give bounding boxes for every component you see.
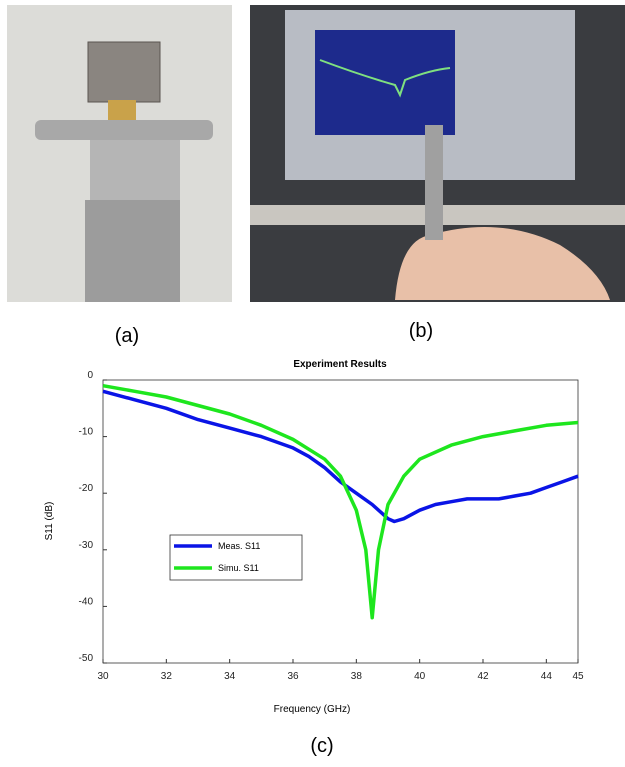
photo-measurement xyxy=(250,5,625,302)
x-tick-label: 38 xyxy=(351,671,363,682)
x-axis-label: Frequency (GHz) xyxy=(274,704,351,715)
screen-trace xyxy=(319,59,451,98)
y-tick-label: -40 xyxy=(79,596,94,607)
x-tick-label: 36 xyxy=(287,671,299,682)
flange xyxy=(35,120,213,140)
photo-antenna xyxy=(7,5,232,302)
panel-label: (a) xyxy=(115,325,139,347)
y-tick-label: -30 xyxy=(79,540,94,551)
plot-area xyxy=(102,379,579,664)
legend-label: Meas. S11 xyxy=(218,541,260,551)
y-tick-label: 0 xyxy=(87,370,93,381)
y-tick-label: -10 xyxy=(79,427,94,438)
x-tick-label: 44 xyxy=(541,671,553,682)
x-tick-label: 30 xyxy=(97,671,109,682)
chart-title: Experiment Results xyxy=(293,359,387,370)
series-line xyxy=(102,389,579,524)
x-tick-label: 32 xyxy=(161,671,173,682)
connector-pin xyxy=(108,100,136,122)
y-tick-label: -20 xyxy=(79,483,94,494)
y-tick-label: -50 xyxy=(79,653,94,664)
panel-label: (c) xyxy=(310,735,333,757)
device-under-test xyxy=(425,125,443,240)
panel-label: (b) xyxy=(409,320,433,342)
y-axis-label: S11 (dB) xyxy=(44,502,55,541)
antenna-patch xyxy=(87,41,161,103)
x-tick-label: 40 xyxy=(414,671,426,682)
legend-box xyxy=(169,534,303,581)
x-tick-label: 34 xyxy=(224,671,236,682)
connector-body xyxy=(90,140,180,200)
hand xyxy=(395,227,610,300)
connector-nut xyxy=(85,200,180,302)
series-line xyxy=(102,383,579,620)
x-tick-label: 42 xyxy=(477,671,489,682)
legend-label: Simu. S11 xyxy=(218,563,259,573)
x-tick-label: 45 xyxy=(572,671,584,682)
